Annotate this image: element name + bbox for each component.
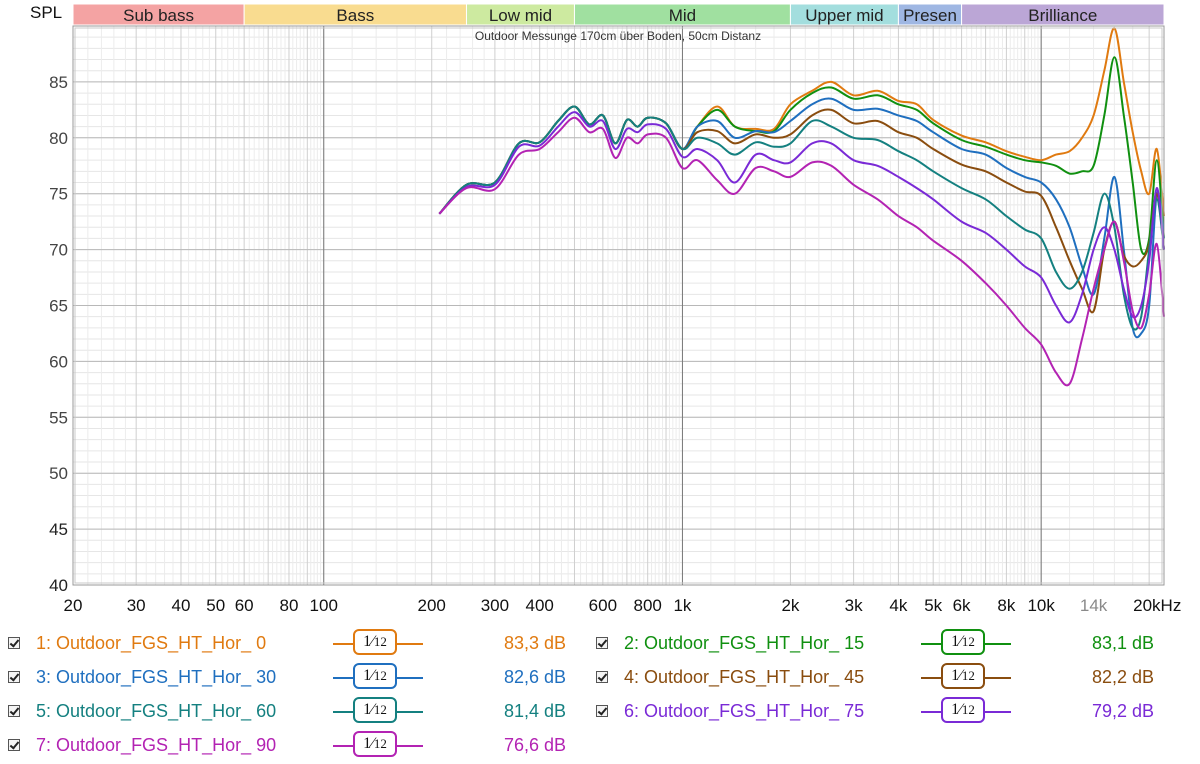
x-tick-label: 20kHz xyxy=(1133,596,1181,615)
legend-series-name: 6: Outdoor_FGS_HT_Hor_ 75 xyxy=(624,700,865,721)
y-tick-label: 80 xyxy=(49,129,68,148)
legend-series-name: 3: Outdoor_FGS_HT_Hor_ 30 xyxy=(36,666,277,687)
series-line-5 xyxy=(438,105,1165,331)
x-tick-label: 60 xyxy=(235,596,254,615)
x-tick-labels: 20 30 40 50 60 80 100 200 300 400 600 800 1k 2k 3k 4k 5k… xyxy=(64,596,1182,615)
smoothing-indicator[interactable]: 1 ⁄ 12 xyxy=(921,696,1011,726)
legend-series-name: 7: Outdoor_FGS_HT_Hor_ 90 xyxy=(36,734,277,755)
y-tick-label: 60 xyxy=(49,352,68,371)
legend-average-db: 82,2 dB xyxy=(1091,666,1154,687)
legend-average-db: 83,3 dB xyxy=(503,632,566,653)
x-tick-label: 8k xyxy=(997,596,1015,615)
smoothing-label: 1 ⁄ 12 xyxy=(353,663,397,689)
band-label: Low mid xyxy=(489,6,552,25)
smoothing-label: 1 ⁄ 12 xyxy=(941,629,985,655)
x-tick-label: 14k xyxy=(1080,596,1108,615)
x-tick-label: 50 xyxy=(206,596,225,615)
x-tick-label: 1k xyxy=(673,596,691,615)
legend-item: 2: Outdoor_FGS_HT_Hor_ 15 1 ⁄ 12 83,1 dB xyxy=(596,628,1176,658)
x-tick-label: 40 xyxy=(172,596,191,615)
smoothing-indicator[interactable]: 1 ⁄ 12 xyxy=(921,628,1011,658)
series-visibility-checkbox[interactable] xyxy=(596,637,608,649)
legend-average-db: 82,6 dB xyxy=(503,666,566,687)
band-label: Mid xyxy=(669,6,696,25)
y-tick-labels: 40 45 50 55 60 65 70 75 80 85 xyxy=(49,73,68,595)
band-brilliance xyxy=(961,3,1165,26)
legend-series-name: 1: Outdoor_FGS_HT_Hor_ 0 xyxy=(36,632,267,653)
plot-frame xyxy=(72,25,1165,586)
legend-series-name: 2: Outdoor_FGS_HT_Hor_ 15 xyxy=(624,632,865,653)
chart-title: Outdoor Messunge 170cm über Boden, 50cm … xyxy=(475,29,761,43)
legend-item: 1: Outdoor_FGS_HT_Hor_ 0 1 ⁄ 12 83,3 dB xyxy=(8,628,588,658)
y-tick-label: 50 xyxy=(49,464,68,483)
x-tick-label: 10k xyxy=(1027,596,1055,615)
y-tick-label: 75 xyxy=(49,185,68,204)
band-label: Bass xyxy=(336,6,374,25)
series-lines xyxy=(438,27,1165,387)
smoothing-label: 1 ⁄ 12 xyxy=(353,629,397,655)
smoothing-indicator[interactable]: 1 ⁄ 12 xyxy=(333,628,423,658)
y-tick-label: 40 xyxy=(49,576,68,595)
legend-item: 5: Outdoor_FGS_HT_Hor_ 60 1 ⁄ 12 81,4 dB xyxy=(8,696,588,726)
legend-series-name: 4: Outdoor_FGS_HT_Hor_ 45 xyxy=(624,666,865,687)
series-line-7 xyxy=(438,116,1165,387)
x-tick-label: 200 xyxy=(418,596,446,615)
smoothing-indicator[interactable]: 1 ⁄ 12 xyxy=(333,730,423,760)
x-tick-label: 400 xyxy=(526,596,554,615)
series-visibility-checkbox[interactable] xyxy=(8,671,20,683)
series-visibility-checkbox[interactable] xyxy=(596,705,608,717)
legend: 1: Outdoor_FGS_HT_Hor_ 0 1 ⁄ 12 83,3 dB 2: Ou… xyxy=(0,620,1200,764)
smoothing-label: 1 ⁄ 12 xyxy=(353,697,397,723)
x-tick-label: 3k xyxy=(845,596,863,615)
legend-average-db: 81,4 dB xyxy=(503,700,566,721)
x-tick-label: 2k xyxy=(781,596,799,615)
smoothing-label: 1 ⁄ 12 xyxy=(353,731,397,757)
legend-average-db: 79,2 dB xyxy=(1091,700,1154,721)
legend-average-db: 76,6 dB xyxy=(503,734,566,755)
x-tick-label: 30 xyxy=(127,596,146,615)
plot-frame-inner xyxy=(74,27,1163,584)
band-label: Sub bass xyxy=(123,6,194,25)
x-tick-label: 6k xyxy=(953,596,971,615)
legend-series-name: 5: Outdoor_FGS_HT_Hor_ 60 xyxy=(36,700,277,721)
series-visibility-checkbox[interactable] xyxy=(8,739,20,751)
legend-item: 6: Outdoor_FGS_HT_Hor_ 75 1 ⁄ 12 79,2 dB xyxy=(596,696,1176,726)
smoothing-indicator[interactable]: 1 ⁄ 12 xyxy=(333,696,423,726)
legend-item: 4: Outdoor_FGS_HT_Hor_ 45 1 ⁄ 12 82,2 dB xyxy=(596,662,1176,692)
frequency-bands: Sub bass Bass Low mid Mid Upper mid Presen Bri… xyxy=(72,3,1165,26)
legend-item: 7: Outdoor_FGS_HT_Hor_ 90 1 ⁄ 12 76,6 dB xyxy=(8,730,588,760)
x-tick-label: 300 xyxy=(481,596,509,615)
band-label: Presen xyxy=(903,6,957,25)
band-label: Upper mid xyxy=(805,6,883,25)
x-tick-label: 800 xyxy=(633,596,661,615)
smoothing-indicator[interactable]: 1 ⁄ 12 xyxy=(333,662,423,692)
series-visibility-checkbox[interactable] xyxy=(8,637,20,649)
smoothing-label: 1 ⁄ 12 xyxy=(941,697,985,723)
legend-average-db: 83,1 dB xyxy=(1091,632,1154,653)
x-tick-label: 600 xyxy=(589,596,617,615)
series-line-6 xyxy=(438,111,1165,324)
x-tick-label: 80 xyxy=(280,596,299,615)
series-visibility-checkbox[interactable] xyxy=(596,671,608,683)
y-tick-label: 55 xyxy=(49,408,68,427)
x-tick-label: 20 xyxy=(64,596,83,615)
band-label: Brilliance xyxy=(1028,6,1097,25)
x-tick-label: 5k xyxy=(924,596,942,615)
legend-item: 3: Outdoor_FGS_HT_Hor_ 30 1 ⁄ 12 82,6 dB xyxy=(8,662,588,692)
y-tick-label: 70 xyxy=(49,241,68,260)
y-tick-label: 45 xyxy=(49,520,68,539)
y-tick-label: 85 xyxy=(49,73,68,92)
y-axis-label: SPL xyxy=(30,3,62,22)
y-tick-label: 65 xyxy=(49,297,68,316)
smoothing-indicator[interactable]: 1 ⁄ 12 xyxy=(921,662,1011,692)
series-visibility-checkbox[interactable] xyxy=(8,705,20,717)
x-tick-label: 4k xyxy=(889,596,907,615)
x-tick-label: 100 xyxy=(310,596,338,615)
smoothing-label: 1 ⁄ 12 xyxy=(941,663,985,689)
